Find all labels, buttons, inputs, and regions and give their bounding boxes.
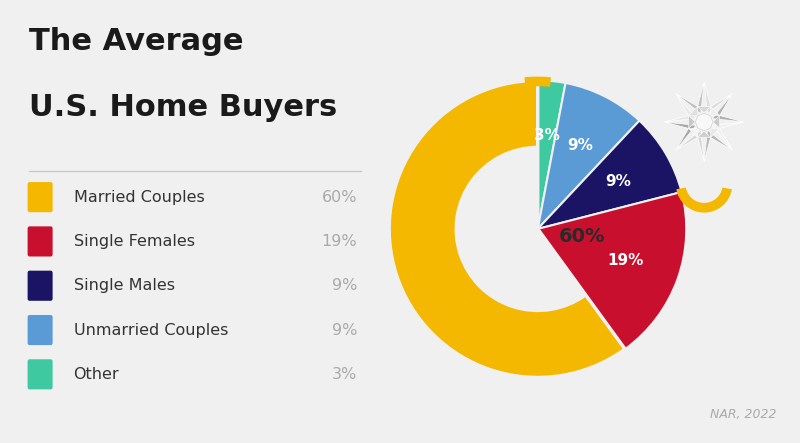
Text: 9%: 9%: [331, 278, 357, 293]
Wedge shape: [525, 77, 551, 87]
Text: 60%: 60%: [322, 190, 357, 205]
Wedge shape: [538, 120, 682, 229]
Text: 19%: 19%: [607, 253, 644, 268]
Polygon shape: [689, 106, 698, 116]
Wedge shape: [676, 187, 732, 213]
FancyBboxPatch shape: [27, 226, 53, 256]
Polygon shape: [695, 113, 713, 131]
Text: 3%: 3%: [534, 128, 559, 143]
Text: 9%: 9%: [331, 323, 357, 338]
Polygon shape: [704, 82, 733, 114]
Polygon shape: [698, 131, 710, 137]
Text: U.S. Home Buyers: U.S. Home Buyers: [30, 93, 338, 122]
Text: NAR, 2022: NAR, 2022: [710, 408, 776, 421]
Text: 9%: 9%: [567, 138, 593, 153]
Text: Married Couples: Married Couples: [74, 190, 204, 205]
Text: Other: Other: [74, 367, 119, 382]
Text: Unmarried Couples: Unmarried Couples: [74, 323, 228, 338]
Text: 3%: 3%: [332, 367, 357, 382]
Text: 9%: 9%: [606, 174, 631, 189]
FancyBboxPatch shape: [27, 182, 53, 212]
Text: Single Males: Single Males: [74, 278, 174, 293]
Polygon shape: [664, 93, 696, 122]
Text: The Average: The Average: [30, 27, 244, 55]
Polygon shape: [698, 106, 710, 113]
FancyBboxPatch shape: [27, 271, 53, 301]
Wedge shape: [389, 80, 625, 377]
Polygon shape: [712, 122, 744, 150]
Polygon shape: [713, 116, 720, 128]
Polygon shape: [676, 82, 704, 114]
Text: 60%: 60%: [559, 227, 606, 246]
Polygon shape: [689, 128, 698, 137]
Polygon shape: [704, 130, 733, 162]
Polygon shape: [710, 106, 720, 116]
Wedge shape: [538, 80, 566, 229]
Wedge shape: [538, 192, 686, 349]
Polygon shape: [710, 128, 720, 137]
Text: Single Females: Single Females: [74, 234, 194, 249]
Polygon shape: [676, 130, 704, 162]
Wedge shape: [454, 146, 586, 312]
Wedge shape: [538, 83, 639, 229]
Polygon shape: [712, 93, 744, 122]
Text: 19%: 19%: [322, 234, 357, 249]
Polygon shape: [664, 122, 696, 150]
FancyBboxPatch shape: [27, 315, 53, 345]
Polygon shape: [689, 116, 695, 128]
FancyBboxPatch shape: [27, 359, 53, 389]
